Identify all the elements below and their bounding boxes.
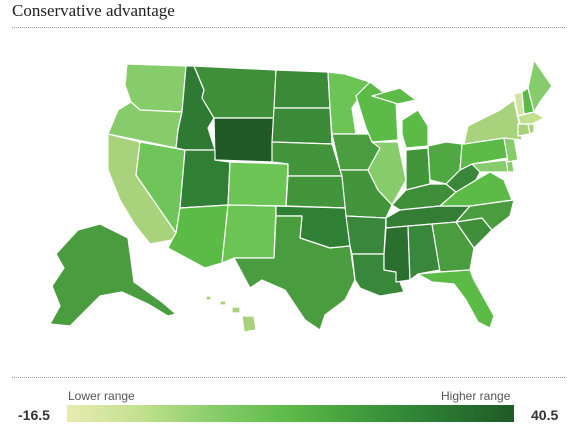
legend-color-scale	[67, 405, 514, 422]
state-fl[interactable]	[417, 269, 495, 329]
state-me[interactable]	[527, 59, 553, 113]
state-ri[interactable]	[527, 123, 535, 135]
state-nm[interactable]	[221, 204, 277, 264]
state-tx[interactable]	[233, 215, 356, 331]
state-nd[interactable]	[273, 69, 331, 109]
state-il[interactable]	[367, 141, 407, 206]
state-ga[interactable]	[431, 221, 475, 273]
state-co[interactable]	[227, 161, 289, 207]
state-ma[interactable]	[517, 111, 545, 125]
state-ks[interactable]	[285, 175, 347, 209]
state-sd[interactable]	[271, 107, 333, 145]
state-al[interactable]	[407, 223, 441, 281]
state-ar[interactable]	[345, 215, 387, 255]
state-in[interactable]	[405, 147, 431, 191]
state-ak[interactable]	[49, 223, 177, 327]
title-divider	[12, 27, 565, 28]
state-ny[interactable]	[463, 99, 523, 145]
legend-divider	[12, 377, 565, 378]
us-choropleth-map[interactable]	[0, 30, 571, 375]
state-md[interactable]	[471, 159, 509, 173]
map-title: Conservative advantage	[12, 1, 175, 20]
legend-min-value: -16.5	[18, 407, 50, 423]
legend-higher-range-label: Higher range	[441, 389, 511, 403]
legend-max-value: 40.5	[531, 407, 559, 423]
state-mn[interactable]	[327, 71, 371, 135]
state-hi[interactable]	[205, 295, 257, 333]
legend-lower-range-label: Lower range	[68, 389, 135, 403]
state-wy[interactable]	[213, 117, 275, 163]
